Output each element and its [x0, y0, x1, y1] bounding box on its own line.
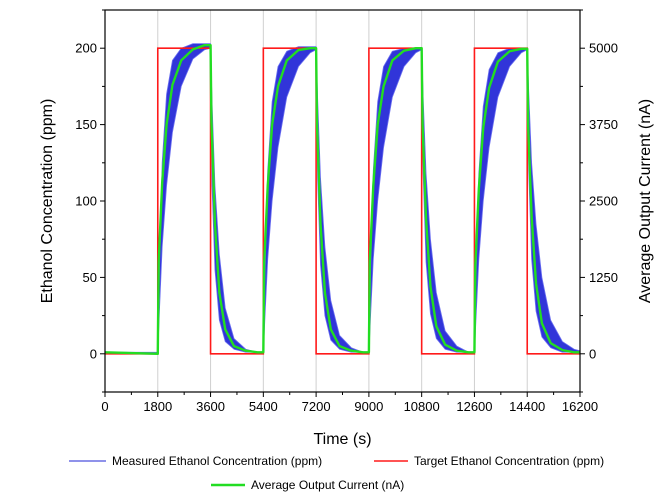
legend: Measured Ethanol Concentration (ppm) Tar…: [69, 454, 604, 492]
x-tick-label: 14400: [509, 399, 545, 414]
x-axis-ticks: 0 1800 3600 5400 7200 9000 10800 12600 14400 1620…: [101, 392, 598, 414]
current-line-path: [104, 43, 580, 355]
y2-tick-label: 3750: [589, 117, 618, 132]
x-tick-label: 3600: [196, 399, 225, 414]
y-tick-label: 50: [83, 270, 97, 285]
y2-tick-label: 1250: [589, 270, 618, 285]
measured-band-area: [104, 43, 581, 355]
y2-axis-ticks: 0 1250 2500 3750 5000: [580, 9, 618, 393]
x-tick-label: 7200: [302, 399, 331, 414]
y2-tick-label: 0: [589, 346, 596, 361]
average-current-line: [104, 43, 580, 355]
x-tick-label: 16200: [562, 399, 598, 414]
y2-axis-title: Average Output Current (nA): [637, 99, 654, 303]
x-tick-label: 0: [101, 399, 108, 414]
legend-label-current: Average Output Current (nA): [251, 478, 404, 492]
target-line-path: [105, 47, 580, 355]
y2-tick-label: 2500: [589, 194, 618, 209]
y-tick-label: 100: [75, 194, 97, 209]
legend-label-measured: Measured Ethanol Concentration (ppm): [112, 454, 322, 468]
legend-label-target: Target Ethanol Concentration (ppm): [414, 454, 604, 468]
x-tick-label: 12600: [456, 399, 492, 414]
x-tick-label: 5400: [249, 399, 278, 414]
y-axis-title: Ethanol Concentration (ppm): [39, 99, 56, 304]
measured-concentration-band: [104, 43, 581, 355]
x-tick-label: 1800: [143, 399, 172, 414]
y-tick-label: 0: [90, 346, 97, 361]
x-axis-title: Time (s): [313, 431, 371, 448]
x-tick-label: 10800: [404, 399, 440, 414]
target-concentration-line: [105, 47, 580, 355]
y-tick-label: 200: [75, 41, 97, 56]
y-axis-ticks: 0 50 100 150 200: [75, 9, 105, 393]
x-tick-label: 9000: [354, 399, 383, 414]
y-tick-label: 150: [75, 117, 97, 132]
y2-tick-label: 5000: [589, 41, 618, 56]
